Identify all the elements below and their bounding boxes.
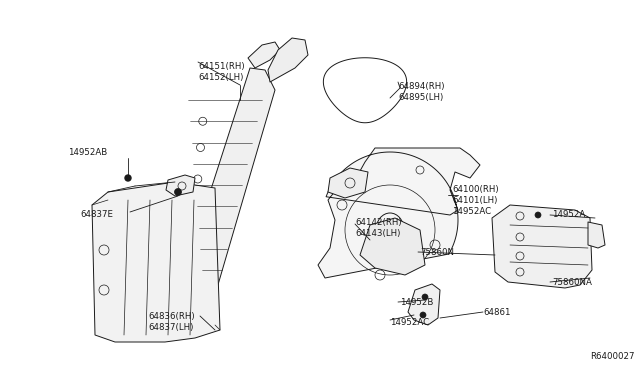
Text: 64837E: 64837E bbox=[80, 210, 113, 219]
Polygon shape bbox=[268, 38, 308, 82]
Text: 14952A: 14952A bbox=[552, 210, 585, 219]
Circle shape bbox=[420, 312, 426, 318]
Circle shape bbox=[535, 212, 541, 218]
Text: 64100(RH): 64100(RH) bbox=[452, 185, 499, 194]
Circle shape bbox=[125, 175, 131, 181]
Text: 64151(RH): 64151(RH) bbox=[198, 62, 244, 71]
Text: 14952AC: 14952AC bbox=[390, 318, 429, 327]
Text: 14952AC: 14952AC bbox=[452, 207, 491, 216]
Polygon shape bbox=[328, 168, 368, 198]
Polygon shape bbox=[166, 175, 195, 196]
Polygon shape bbox=[182, 68, 275, 300]
Text: 64837(LH): 64837(LH) bbox=[148, 323, 193, 332]
Polygon shape bbox=[492, 205, 592, 288]
Text: 75860N: 75860N bbox=[420, 248, 454, 257]
Text: 64142(RH): 64142(RH) bbox=[355, 218, 402, 227]
Polygon shape bbox=[92, 182, 220, 342]
Text: 64861: 64861 bbox=[483, 308, 511, 317]
Polygon shape bbox=[408, 284, 440, 325]
Text: 64143(LH): 64143(LH) bbox=[355, 229, 401, 238]
Text: 64836(RH): 64836(RH) bbox=[148, 312, 195, 321]
Polygon shape bbox=[318, 148, 480, 278]
Polygon shape bbox=[248, 42, 280, 68]
Polygon shape bbox=[180, 280, 213, 308]
Circle shape bbox=[175, 189, 182, 196]
Text: 14952AB: 14952AB bbox=[68, 148, 108, 157]
Text: 75860NA: 75860NA bbox=[552, 278, 592, 287]
Text: R6400027: R6400027 bbox=[590, 352, 634, 361]
Text: 64894(RH): 64894(RH) bbox=[398, 82, 445, 91]
Polygon shape bbox=[360, 218, 425, 275]
Circle shape bbox=[422, 294, 428, 300]
Text: 64101(LH): 64101(LH) bbox=[452, 196, 497, 205]
Text: 64152(LH): 64152(LH) bbox=[198, 73, 243, 82]
Text: 64895(LH): 64895(LH) bbox=[398, 93, 444, 102]
Text: 14952B: 14952B bbox=[400, 298, 433, 307]
Polygon shape bbox=[588, 222, 605, 248]
